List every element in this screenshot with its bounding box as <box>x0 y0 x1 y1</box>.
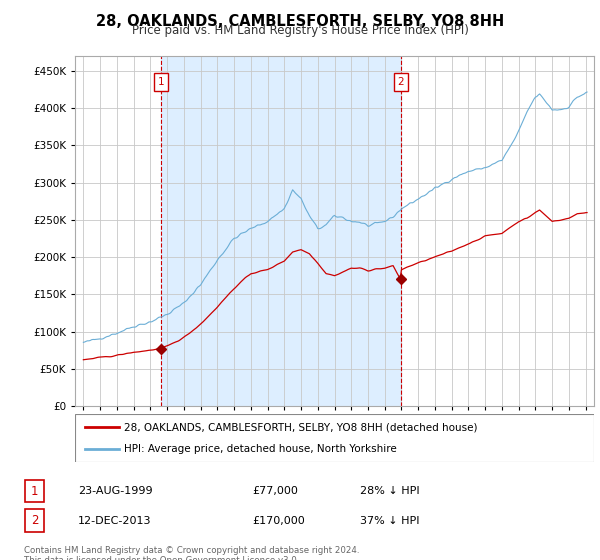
Text: £170,000: £170,000 <box>252 516 305 526</box>
Text: 23-AUG-1999: 23-AUG-1999 <box>78 486 152 496</box>
Text: 28, OAKLANDS, CAMBLESFORTH, SELBY, YO8 8HH (detached house): 28, OAKLANDS, CAMBLESFORTH, SELBY, YO8 8… <box>124 422 478 432</box>
Text: 28, OAKLANDS, CAMBLESFORTH, SELBY, YO8 8HH: 28, OAKLANDS, CAMBLESFORTH, SELBY, YO8 8… <box>96 14 504 29</box>
Text: Contains HM Land Registry data © Crown copyright and database right 2024.
This d: Contains HM Land Registry data © Crown c… <box>24 546 359 560</box>
Text: 12-DEC-2013: 12-DEC-2013 <box>78 516 151 526</box>
Text: Price paid vs. HM Land Registry's House Price Index (HPI): Price paid vs. HM Land Registry's House … <box>131 24 469 36</box>
Text: £77,000: £77,000 <box>252 486 298 496</box>
Text: 2: 2 <box>397 77 404 87</box>
Text: 2: 2 <box>31 514 38 528</box>
Text: 37% ↓ HPI: 37% ↓ HPI <box>360 516 419 526</box>
Text: 28% ↓ HPI: 28% ↓ HPI <box>360 486 419 496</box>
Text: HPI: Average price, detached house, North Yorkshire: HPI: Average price, detached house, Nort… <box>124 444 397 454</box>
Bar <box>161 56 401 406</box>
Text: 1: 1 <box>158 77 164 87</box>
Text: 1: 1 <box>31 484 38 498</box>
